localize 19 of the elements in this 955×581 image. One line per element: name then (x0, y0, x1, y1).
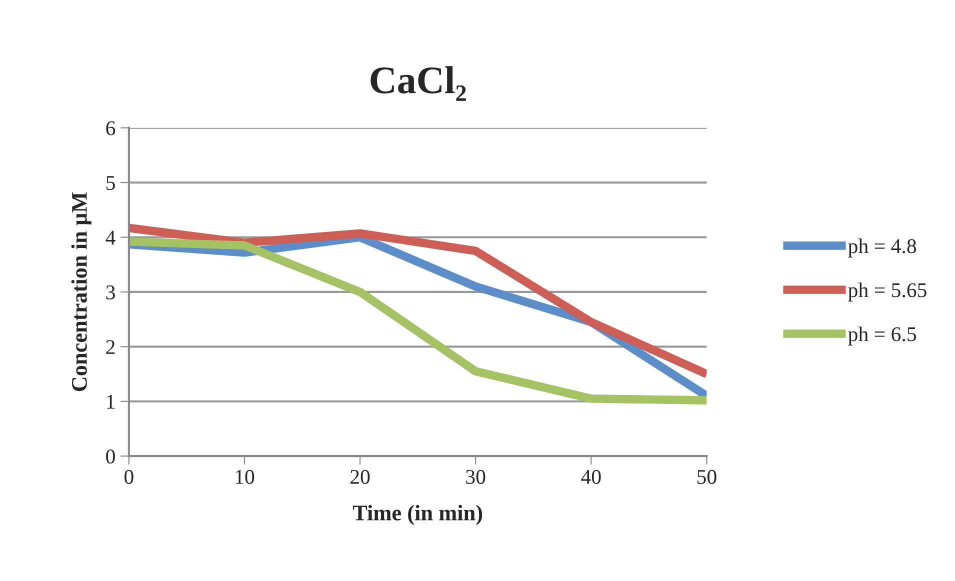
y-tick-label: 5 (106, 176, 115, 190)
legend-label: ph = 6.5 (848, 326, 916, 346)
legend-label: ph = 5.65 (848, 282, 926, 302)
y-tick-label: 6 (106, 121, 116, 136)
x-tick-label: 0 (124, 470, 134, 484)
x-tick-label: 40 (581, 470, 601, 484)
x-tick-label: 30 (466, 470, 486, 484)
x-tick-label: 50 (697, 470, 716, 484)
y-tick-label: 2 (106, 340, 115, 354)
x-tick-label: 20 (350, 470, 370, 484)
y-tick-label: 4 (106, 230, 116, 244)
y-tick-label: 1 (107, 394, 114, 409)
y-tick-label: 3 (106, 285, 115, 300)
y-axis-title: Concentration in µM (71, 192, 92, 392)
x-axis-title: Time (in min) (352, 504, 482, 525)
y-tick-label: 0 (106, 449, 115, 464)
x-tick-label: 10 (236, 470, 254, 484)
legend-label: ph = 4.8 (848, 238, 916, 258)
chart-title: CaCl₂ (370, 66, 466, 101)
